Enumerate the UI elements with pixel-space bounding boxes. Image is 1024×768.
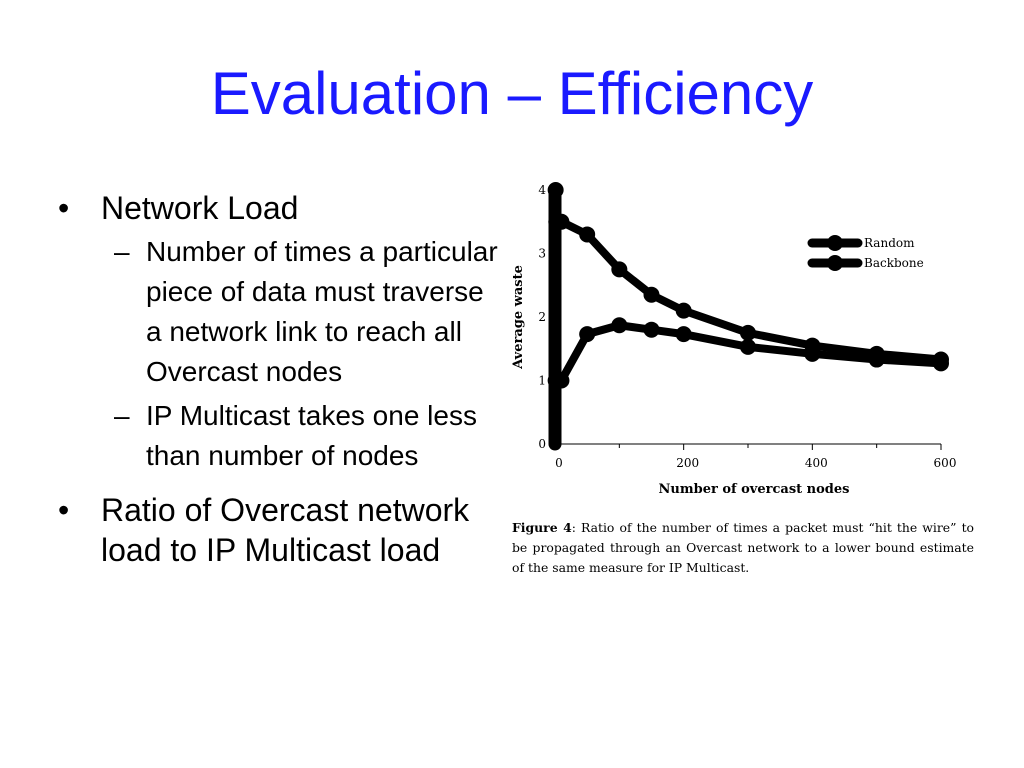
y-tick-label: 1	[538, 374, 546, 388]
bullet-item: • Network Load	[58, 188, 498, 228]
data-point-backbone	[804, 345, 821, 362]
caption-label: Figure 4	[512, 520, 572, 535]
bullet-text: Ratio of Overcast network load to IP Mul…	[101, 492, 470, 568]
figure-caption: Figure 4: Ratio of the number of times a…	[512, 518, 974, 578]
sub-bullet-text: Number of times a particular piece of da…	[146, 236, 498, 387]
x-tick-label: 600	[934, 456, 957, 470]
data-point-random	[553, 213, 570, 230]
sub-bullet-item: – IP Multicast takes one less than numbe…	[58, 396, 498, 476]
data-point-backbone	[675, 326, 692, 343]
bullet-item: • Ratio of Overcast network load to IP M…	[58, 490, 498, 570]
sub-bullet-text: IP Multicast takes one less than number …	[146, 400, 477, 471]
legend-marker-backbone	[827, 255, 843, 271]
data-point-backbone	[611, 317, 628, 334]
data-point-backbone	[579, 326, 596, 343]
y-tick-label: 4	[538, 183, 546, 197]
data-point-random	[643, 286, 660, 303]
slide-title: Evaluation – Efficiency	[210, 60, 814, 127]
y-tick-label: 2	[538, 310, 546, 324]
bullet-marker: •	[58, 492, 70, 528]
sub-bullet-marker: –	[114, 236, 130, 267]
data-point-backbone	[933, 355, 949, 372]
bullet-list: • Network Load – Number of times a parti…	[58, 188, 498, 570]
data-point-backbone	[740, 338, 756, 355]
data-point-backbone	[643, 321, 660, 338]
data-point-random	[740, 324, 756, 341]
x-axis-label: Number of overcast nodes	[659, 482, 850, 497]
caption-text: : Ratio of the number of times a packet …	[512, 520, 975, 575]
x-tick-label: 0	[555, 456, 563, 470]
data-point-random	[579, 226, 596, 243]
data-point-backbone	[868, 351, 885, 368]
x-tick-label: 200	[676, 456, 699, 470]
y-tick-label: 0	[538, 437, 546, 451]
legend-label-backbone: Backbone	[864, 256, 924, 270]
sub-bullet-marker: –	[114, 400, 130, 431]
x-tick-label: 400	[805, 456, 828, 470]
line-chart: 0 200 400 600 0 1 2 3 4 Number of overcast nodes A…	[511, 182, 957, 497]
sub-bullet-item: – Number of times a particular piece of …	[58, 232, 498, 392]
bullet-marker: •	[58, 190, 70, 226]
y-axis-label: Average waste	[511, 265, 526, 370]
bullet-text: Network Load	[101, 190, 299, 226]
y-tick-label: 3	[538, 247, 546, 261]
data-point-backbone	[553, 372, 570, 389]
data-point-random	[547, 182, 564, 198]
data-point-random	[675, 302, 692, 319]
data-point-random	[611, 261, 628, 278]
legend-label-random: Random	[864, 236, 915, 250]
legend-marker-random	[827, 235, 843, 251]
